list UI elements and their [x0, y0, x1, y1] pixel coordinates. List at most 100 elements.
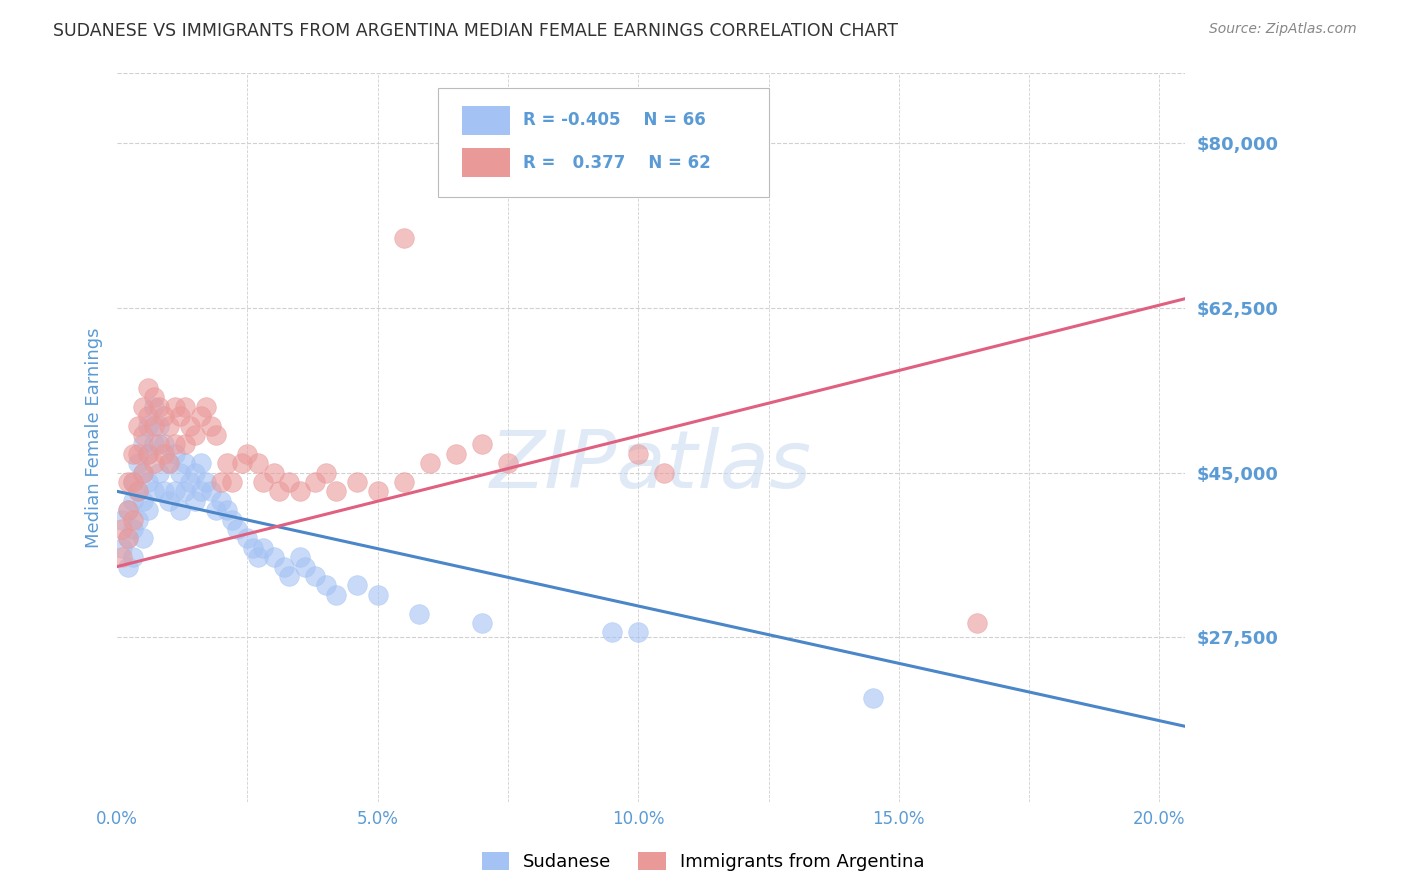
Point: [117, 475, 139, 489]
Point: [132, 400, 155, 414]
Point: [236, 447, 259, 461]
Point: [142, 418, 165, 433]
Point: [304, 569, 326, 583]
Y-axis label: Median Female Earnings: Median Female Earnings: [86, 327, 103, 548]
Point: [315, 466, 337, 480]
Point: [148, 437, 170, 451]
Point: [117, 532, 139, 546]
Point: [325, 588, 347, 602]
Point: [179, 418, 201, 433]
Point: [157, 456, 180, 470]
Legend: Sudanese, Immigrants from Argentina: Sudanese, Immigrants from Argentina: [474, 845, 932, 879]
Point: [157, 456, 180, 470]
Point: [205, 428, 228, 442]
Point: [419, 456, 441, 470]
Point: [132, 466, 155, 480]
FancyBboxPatch shape: [437, 87, 769, 197]
Point: [236, 532, 259, 546]
Point: [267, 484, 290, 499]
Point: [127, 484, 149, 499]
Point: [163, 484, 186, 499]
Point: [111, 550, 134, 565]
Point: [127, 512, 149, 526]
Point: [263, 550, 285, 565]
Point: [132, 493, 155, 508]
Point: [111, 512, 134, 526]
Point: [153, 409, 176, 424]
Point: [121, 475, 143, 489]
Point: [117, 503, 139, 517]
Point: [315, 578, 337, 592]
Point: [215, 503, 238, 517]
Point: [209, 475, 232, 489]
Point: [600, 625, 623, 640]
Point: [252, 541, 274, 555]
Point: [111, 522, 134, 536]
Point: [174, 437, 197, 451]
Point: [148, 418, 170, 433]
Point: [111, 541, 134, 555]
Point: [221, 475, 243, 489]
Point: [304, 475, 326, 489]
Point: [200, 418, 222, 433]
Point: [138, 409, 160, 424]
Point: [200, 484, 222, 499]
Point: [496, 456, 519, 470]
Point: [127, 418, 149, 433]
Point: [142, 456, 165, 470]
Point: [163, 400, 186, 414]
Point: [138, 381, 160, 395]
Point: [205, 503, 228, 517]
Point: [246, 550, 269, 565]
Point: [148, 400, 170, 414]
Point: [184, 428, 207, 442]
Point: [226, 522, 249, 536]
Point: [153, 447, 176, 461]
Point: [278, 569, 301, 583]
Point: [346, 475, 368, 489]
FancyBboxPatch shape: [463, 106, 510, 135]
Point: [367, 588, 389, 602]
Point: [471, 615, 494, 630]
Point: [221, 512, 243, 526]
Point: [142, 390, 165, 404]
Point: [127, 447, 149, 461]
Point: [252, 475, 274, 489]
Point: [142, 484, 165, 499]
Point: [127, 456, 149, 470]
Point: [169, 466, 191, 480]
Point: [246, 456, 269, 470]
Point: [174, 400, 197, 414]
Point: [862, 691, 884, 706]
Point: [138, 418, 160, 433]
Point: [392, 230, 415, 244]
Point: [194, 400, 217, 414]
Point: [174, 484, 197, 499]
Point: [157, 418, 180, 433]
Point: [966, 615, 988, 630]
Point: [184, 466, 207, 480]
Point: [444, 447, 467, 461]
Point: [121, 493, 143, 508]
Point: [117, 532, 139, 546]
Point: [121, 447, 143, 461]
Point: [169, 503, 191, 517]
Point: [215, 456, 238, 470]
Point: [627, 447, 650, 461]
Point: [142, 437, 165, 451]
Point: [190, 484, 212, 499]
Point: [117, 503, 139, 517]
Point: [273, 559, 295, 574]
Text: R =   0.377    N = 62: R = 0.377 N = 62: [523, 153, 711, 171]
Point: [278, 475, 301, 489]
Point: [132, 466, 155, 480]
Point: [163, 437, 186, 451]
Point: [288, 484, 311, 499]
Point: [132, 428, 155, 442]
Point: [392, 475, 415, 489]
Point: [138, 447, 160, 461]
Point: [408, 607, 430, 621]
Point: [157, 493, 180, 508]
Point: [132, 437, 155, 451]
Point: [121, 522, 143, 536]
